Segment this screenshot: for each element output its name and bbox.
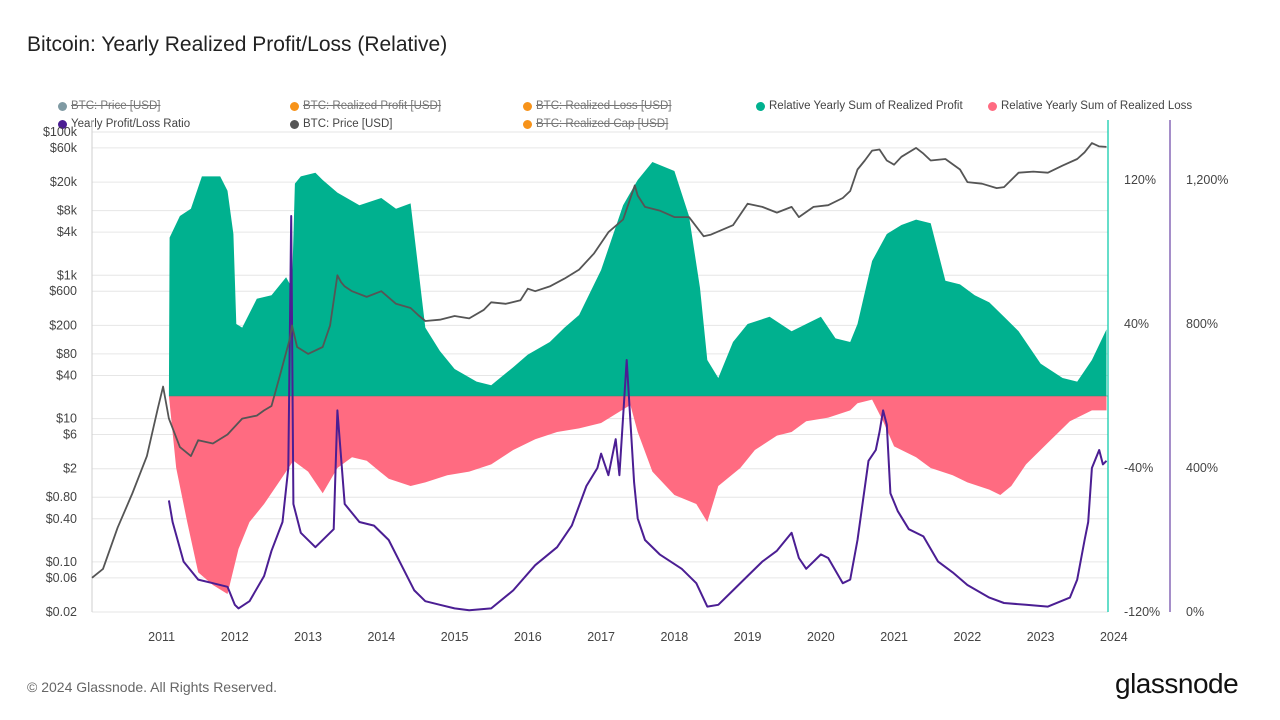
x-tick-label: 2013 bbox=[294, 630, 322, 644]
x-tick-label: 2014 bbox=[367, 630, 395, 644]
legend-dot-icon bbox=[290, 119, 299, 129]
ratio-tick-label: 400% bbox=[1186, 461, 1218, 475]
price-tick-label: $8k bbox=[57, 204, 78, 218]
x-tick-label: 2024 bbox=[1100, 630, 1128, 644]
x-tick-label: 2012 bbox=[221, 630, 249, 644]
x-tick-label: 2018 bbox=[660, 630, 688, 644]
legend-dot-icon bbox=[523, 101, 532, 111]
profit-area bbox=[168, 162, 1107, 396]
legend-label: Relative Yearly Sum of Realized Profit bbox=[769, 100, 963, 112]
legend-label: BTC: Realized Loss [USD] bbox=[536, 100, 672, 112]
price-tick-label: $60k bbox=[50, 141, 78, 155]
relative-tick-label: 120% bbox=[1124, 173, 1156, 187]
loss-area bbox=[168, 396, 1107, 594]
legend-item-realized-loss-usd[interactable]: BTC: Realized Loss [USD] bbox=[523, 100, 672, 112]
price-line bbox=[91, 142, 1107, 579]
price-tick-label: $1k bbox=[57, 268, 78, 282]
price-tick-label: $6 bbox=[63, 428, 77, 442]
x-tick-label: 2023 bbox=[1027, 630, 1055, 644]
legend-label: BTC: Price [USD] bbox=[303, 118, 393, 130]
price-tick-label: $0.02 bbox=[46, 605, 77, 619]
price-tick-label: $0.06 bbox=[46, 571, 77, 585]
price-tick-label: $600 bbox=[49, 284, 77, 298]
legend-dot-icon bbox=[58, 101, 67, 111]
price-tick-label: $2 bbox=[63, 462, 77, 476]
legend-dot-icon bbox=[523, 119, 532, 129]
ratio-tick-label: 0% bbox=[1186, 605, 1204, 619]
legend-label: Yearly Profit/Loss Ratio bbox=[71, 118, 191, 130]
x-tick-label: 2016 bbox=[514, 630, 542, 644]
price-tick-label: $40 bbox=[56, 368, 77, 382]
relative-tick-label: -40% bbox=[1124, 461, 1153, 475]
relative-tick-label: -120% bbox=[1124, 605, 1160, 619]
legend-label: BTC: Price [USD] bbox=[71, 100, 161, 112]
legend-label: BTC: Realized Profit [USD] bbox=[303, 100, 442, 112]
x-tick-label: 2020 bbox=[807, 630, 835, 644]
price-tick-label: $80 bbox=[56, 347, 77, 361]
legend-item-btc-price[interactable]: BTC: Price [USD] bbox=[290, 118, 392, 130]
legend-dot-icon bbox=[756, 101, 765, 111]
price-tick-label: $10 bbox=[56, 412, 77, 426]
copyright-footer: © 2024 Glassnode. All Rights Reserved. bbox=[27, 679, 278, 695]
price-tick-label: $0.80 bbox=[46, 490, 77, 504]
legend-item-relative-profit[interactable]: Relative Yearly Sum of Realized Profit bbox=[756, 100, 963, 112]
price-tick-label: $100k bbox=[43, 125, 78, 139]
price-tick-label: $0.40 bbox=[46, 512, 77, 526]
price-tick-label: $0.10 bbox=[46, 555, 77, 569]
legend-item-realized-cap[interactable]: BTC: Realized Cap [USD] bbox=[523, 118, 668, 130]
legend-item-profit-loss-ratio[interactable]: Yearly Profit/Loss Ratio bbox=[58, 118, 190, 130]
x-tick-label: 2021 bbox=[880, 630, 908, 644]
legend-label: Relative Yearly Sum of Realized Loss bbox=[1001, 100, 1193, 112]
legend-item-btc-price-gray[interactable]: BTC: Price [USD] bbox=[58, 100, 160, 112]
x-tick-label: 2011 bbox=[148, 630, 175, 644]
x-tick-label: 2019 bbox=[734, 630, 762, 644]
legend-label: BTC: Realized Cap [USD] bbox=[536, 118, 669, 130]
legend-dot-icon bbox=[290, 101, 299, 111]
glassnode-logo: glassnode bbox=[1115, 668, 1239, 699]
price-tick-label: $4k bbox=[57, 225, 78, 239]
price-tick-label: $200 bbox=[49, 318, 77, 332]
ratio-line bbox=[167, 215, 1108, 612]
legend-item-realized-profit-usd[interactable]: BTC: Realized Profit [USD] bbox=[290, 100, 441, 112]
chart-title: Bitcoin: Yearly Realized Profit/Loss (Re… bbox=[27, 33, 448, 56]
ratio-tick-label: 800% bbox=[1186, 317, 1218, 331]
legend-dot-icon bbox=[988, 101, 997, 111]
x-tick-label: 2022 bbox=[953, 630, 981, 644]
x-tick-label: 2015 bbox=[441, 630, 469, 644]
price-tick-label: $20k bbox=[50, 175, 78, 189]
legend-item-relative-loss[interactable]: Relative Yearly Sum of Realized Loss bbox=[988, 100, 1192, 112]
legend-dot-icon bbox=[58, 119, 67, 129]
relative-tick-label: 40% bbox=[1124, 317, 1149, 331]
ratio-tick-label: 1,200% bbox=[1186, 173, 1228, 187]
x-tick-label: 2017 bbox=[587, 630, 615, 644]
